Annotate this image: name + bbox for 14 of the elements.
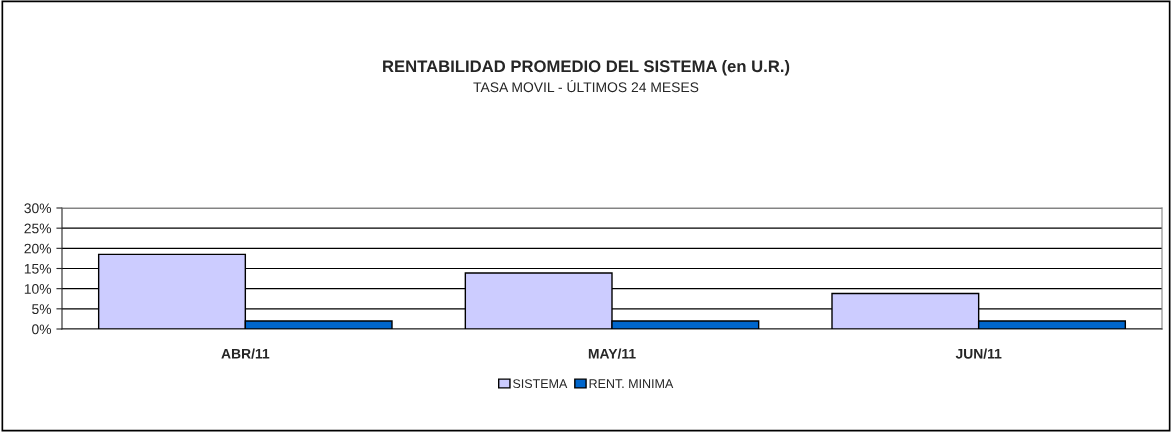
x-tick-label: ABR/11 — [221, 348, 270, 359]
chart-title: RENTABILIDAD PROMEDIO DEL SISTEMA (en U.R.) — [383, 59, 790, 76]
y-tick-label: 15% — [24, 263, 52, 274]
chart-subtitle: TASA MOVIL - ÚLTIMOS 24 MESES — [473, 79, 699, 93]
y-tick-label: 20% — [24, 243, 52, 254]
legend-label: SISTEMA — [513, 379, 568, 389]
y-tick-label: 5% — [32, 304, 52, 314]
y-tick-label: 30% — [24, 203, 52, 214]
x-tick-label: MAY/11 — [588, 348, 636, 359]
x-tick-label: JUN/11 — [955, 348, 1002, 359]
y-tick-label: 10% — [24, 284, 52, 294]
y-tick-label: 25% — [24, 223, 52, 234]
y-tick-label: 0% — [32, 324, 52, 335]
legend-label: RENT. MINIMA — [589, 379, 674, 388]
